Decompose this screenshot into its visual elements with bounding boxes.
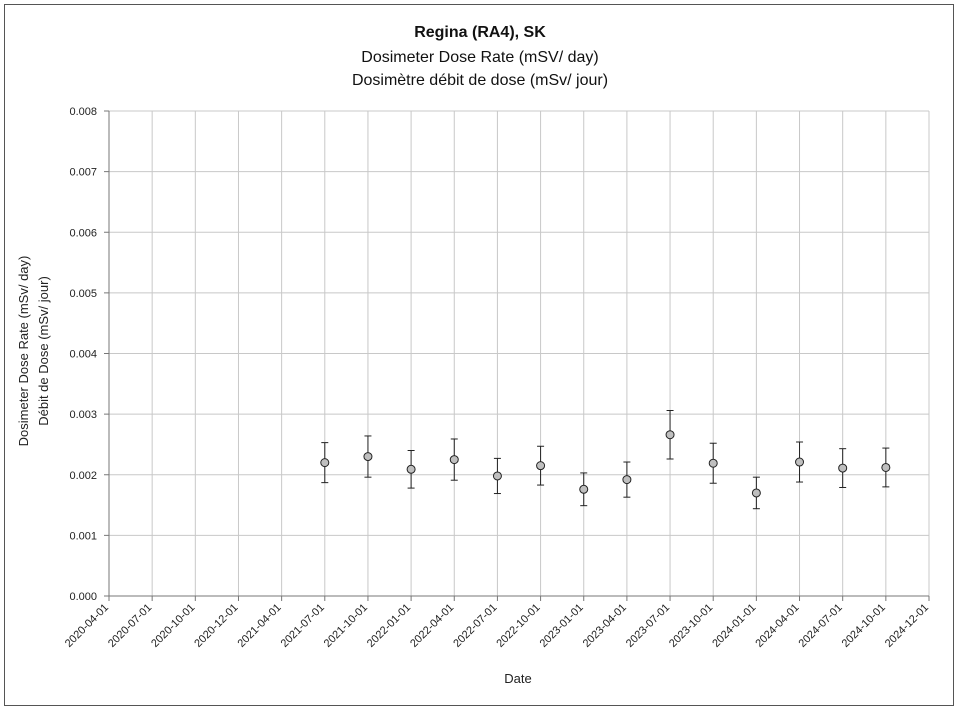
- chart-title: Regina (RA4), SK: [414, 24, 546, 41]
- x-tick-label: 2020-12-01: [192, 602, 240, 650]
- x-tick-label: 2023-07-01: [624, 602, 672, 650]
- x-tick-label: 2023-10-01: [667, 602, 715, 650]
- data-point: [320, 458, 330, 468]
- data-point: [622, 475, 632, 485]
- data-point: [665, 430, 675, 440]
- x-tick-label: 2023-01-01: [538, 602, 586, 650]
- y-tick-label: 0.000: [69, 591, 97, 603]
- x-axis-title: Date: [504, 671, 531, 686]
- y-axis-title-fr: Débit de Dose (mSv/ jour): [36, 276, 51, 426]
- y-tick-label: 0.002: [69, 470, 97, 482]
- x-tick-label: 2022-10-01: [494, 602, 542, 650]
- data-point: [881, 462, 891, 472]
- data-point: [449, 455, 459, 465]
- y-tick-label: 0.006: [69, 227, 97, 239]
- y-tick-label: 0.003: [69, 409, 97, 421]
- y-tick-label: 0.004: [69, 349, 97, 361]
- x-tick-label: 2023-04-01: [581, 602, 629, 650]
- data-point: [536, 461, 546, 471]
- data-point: [406, 464, 416, 474]
- data-point: [579, 484, 589, 494]
- y-axis-title-en: Dosimeter Dose Rate (mSv/ day): [16, 256, 31, 447]
- x-tick-label: 2024-04-01: [753, 602, 801, 650]
- x-tick-label: 2020-04-01: [63, 602, 111, 650]
- y-tick-label: 0.008: [69, 106, 97, 118]
- chart-subtitle-en: Dosimeter Dose Rate (mSV/ day): [361, 49, 599, 66]
- x-tick-label: 2022-04-01: [408, 602, 456, 650]
- x-tick-label: 2024-12-01: [883, 602, 931, 650]
- y-tick-label: 0.007: [69, 167, 97, 179]
- x-tick-label: 2022-07-01: [451, 602, 499, 650]
- x-tick-label: 2024-07-01: [797, 602, 845, 650]
- x-tick-label: 2024-01-01: [710, 602, 758, 650]
- data-point: [751, 488, 761, 498]
- data-point: [838, 463, 848, 473]
- x-tick-label: 2021-10-01: [322, 602, 370, 650]
- y-tick-label: 0.005: [69, 288, 97, 300]
- data-point: [708, 458, 718, 468]
- data-point: [492, 471, 502, 481]
- y-tick-label: 0.001: [69, 530, 97, 542]
- x-tick-label: 2021-07-01: [279, 602, 327, 650]
- chart-subtitle-fr: Dosimètre débit de dose (mSv/ jour): [351, 72, 609, 89]
- x-tick-label: 2021-04-01: [235, 602, 283, 650]
- x-tick-label: 2020-10-01: [149, 602, 197, 650]
- x-tick-label: 2024-10-01: [840, 602, 888, 650]
- chart-frame: [4, 4, 954, 706]
- data-point: [363, 452, 373, 462]
- x-tick-label: 2020-07-01: [106, 602, 154, 650]
- data-point: [795, 457, 805, 467]
- x-tick-label: 2022-01-01: [365, 602, 413, 650]
